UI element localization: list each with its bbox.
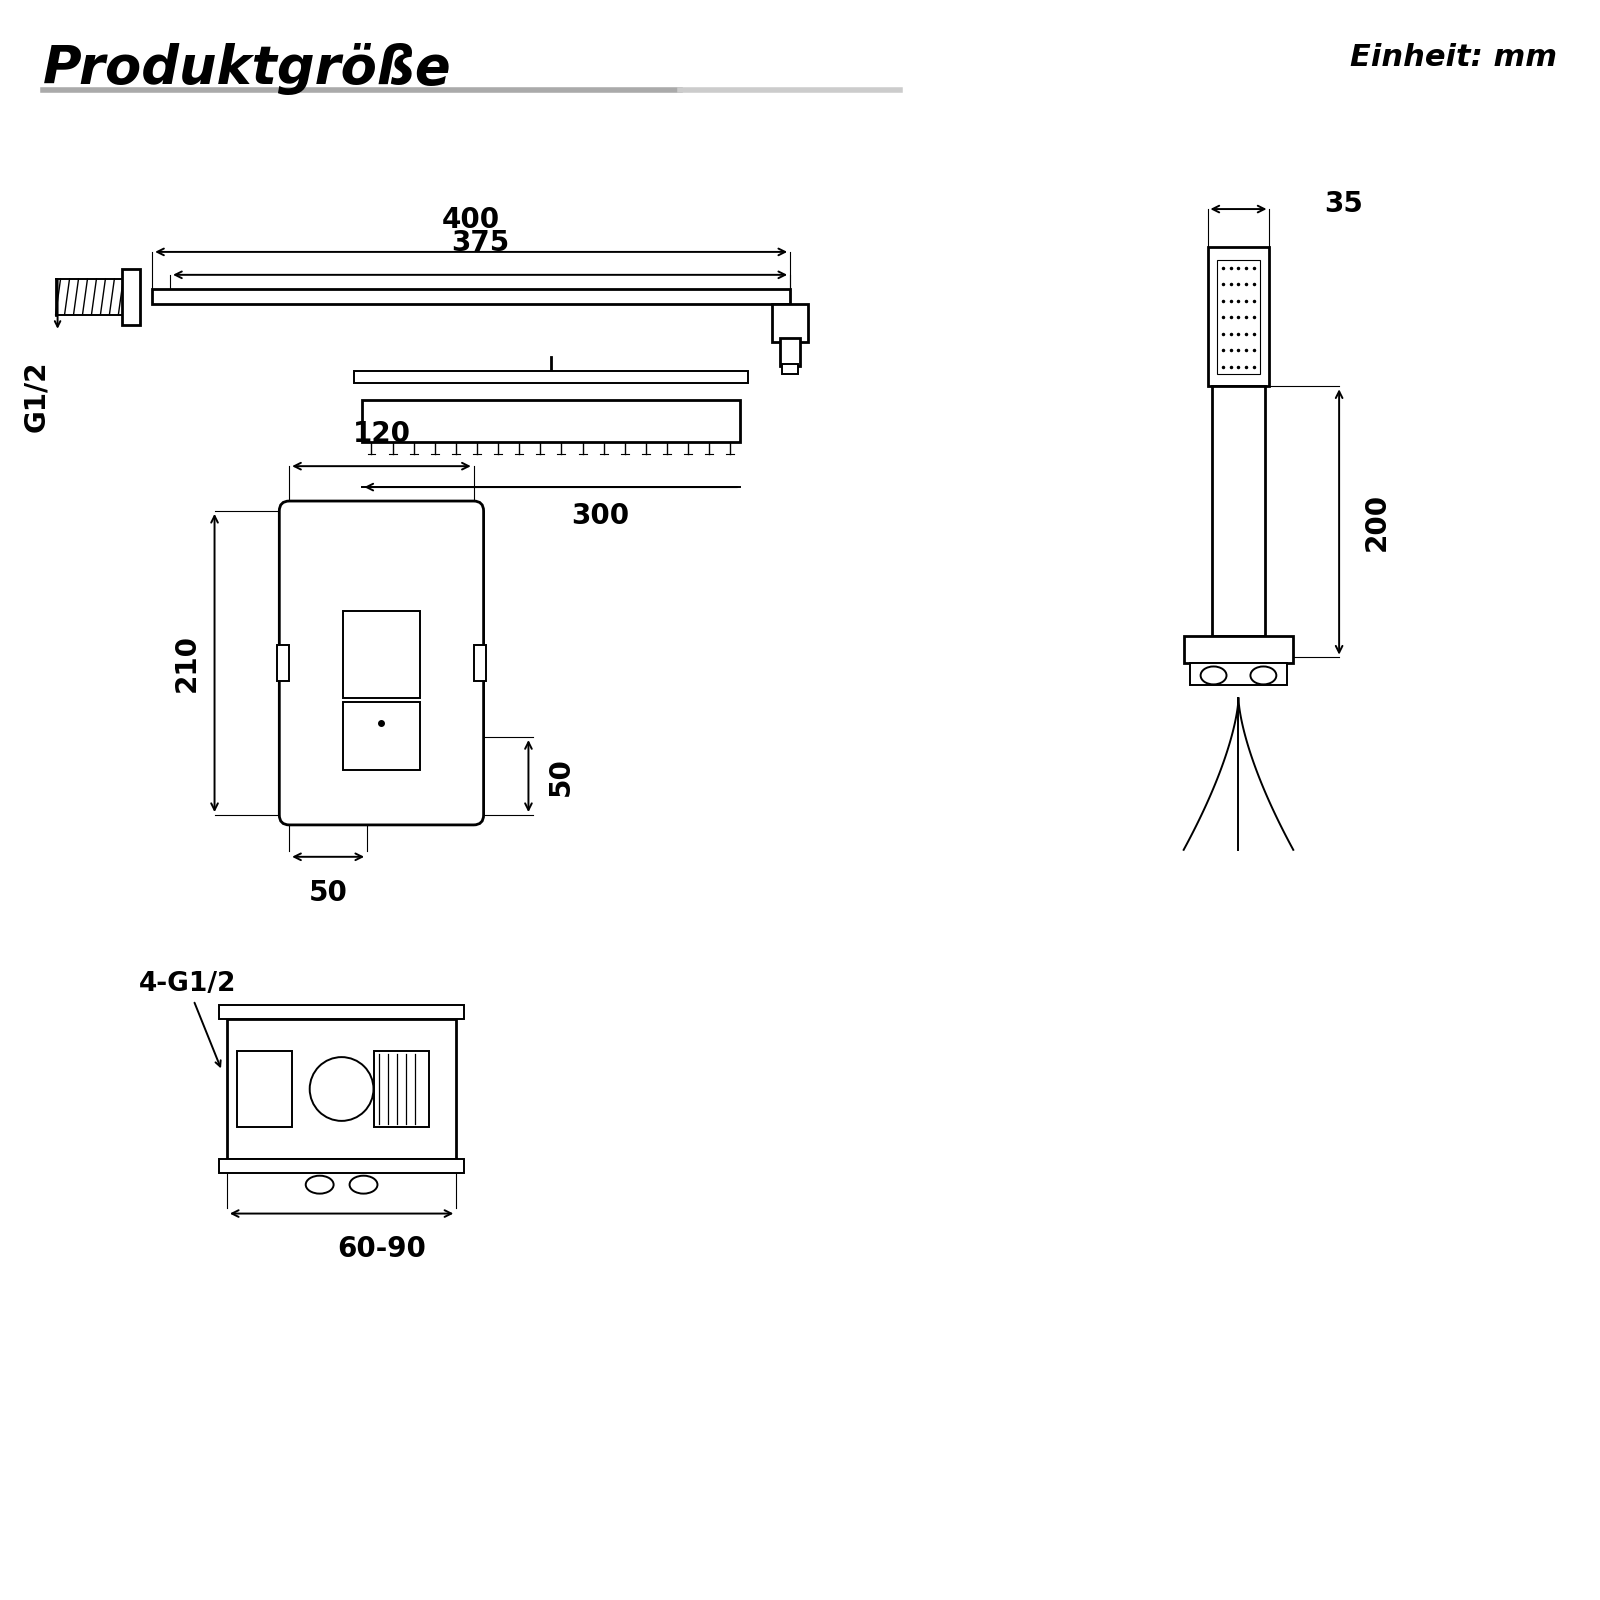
Bar: [219, 1005, 464, 1019]
Bar: [354, 371, 749, 384]
Text: Produktgröße: Produktgröße: [43, 43, 451, 94]
Bar: [781, 338, 800, 366]
Text: 200: 200: [1363, 493, 1390, 550]
Text: 375: 375: [451, 229, 509, 258]
Bar: [1216, 259, 1261, 374]
Bar: [362, 400, 741, 442]
Bar: [342, 611, 421, 698]
Bar: [219, 1158, 464, 1173]
Text: 210: 210: [173, 634, 200, 691]
Ellipse shape: [349, 1176, 378, 1194]
FancyBboxPatch shape: [280, 501, 483, 826]
Bar: [1190, 664, 1288, 685]
Text: 400: 400: [442, 206, 501, 234]
Bar: [237, 1051, 291, 1126]
Text: 300: 300: [571, 502, 630, 530]
Text: G1/2: G1/2: [22, 360, 50, 432]
Bar: [782, 365, 798, 374]
Ellipse shape: [306, 1176, 334, 1194]
Text: 50: 50: [309, 878, 347, 907]
Bar: [227, 1019, 456, 1158]
Bar: [1184, 635, 1293, 664]
Text: 4-G1/2: 4-G1/2: [139, 971, 235, 1067]
Text: 120: 120: [352, 421, 411, 448]
Bar: [1208, 246, 1269, 387]
Bar: [277, 645, 290, 682]
Text: 50: 50: [546, 757, 574, 795]
Bar: [773, 304, 808, 342]
Bar: [374, 1051, 429, 1126]
Ellipse shape: [1251, 667, 1277, 685]
Bar: [122, 269, 141, 325]
Text: 35: 35: [1325, 190, 1363, 218]
Bar: [342, 702, 421, 770]
Text: Einheit: mm: Einheit: mm: [1350, 43, 1557, 72]
Ellipse shape: [1200, 667, 1227, 685]
Bar: [152, 290, 790, 304]
Text: 60-90: 60-90: [338, 1235, 426, 1264]
Circle shape: [310, 1058, 373, 1122]
Bar: [1213, 387, 1264, 635]
Bar: [474, 645, 485, 682]
